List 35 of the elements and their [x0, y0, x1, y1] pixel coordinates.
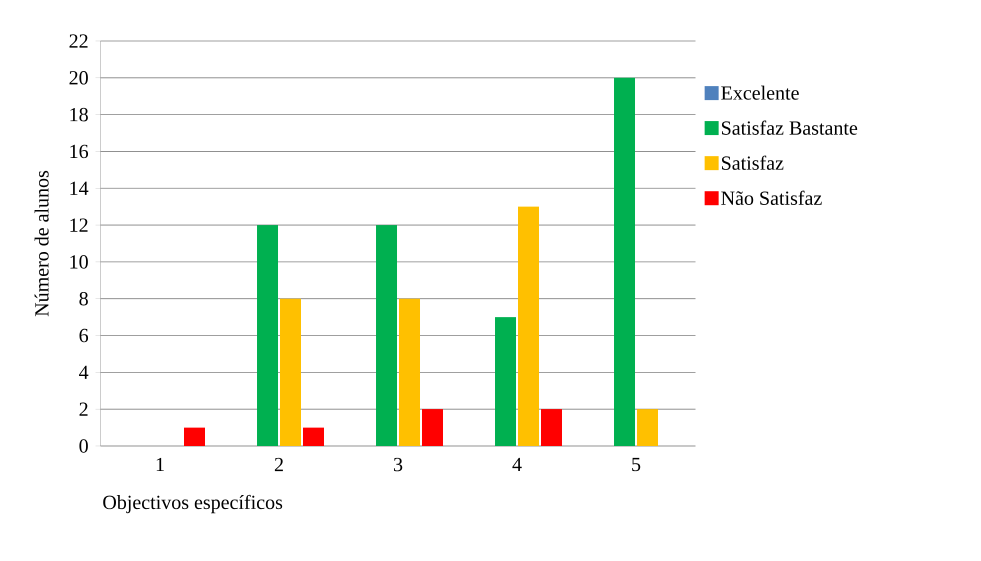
legend-label: Satisfaz Bastante — [722, 120, 858, 135]
x-tick-label: 3 — [394, 458, 402, 472]
bar — [280, 298, 302, 446]
bar — [303, 428, 324, 446]
bar — [518, 206, 540, 446]
y-tick-label: 0 — [79, 439, 88, 453]
x-tick-label: 2 — [274, 458, 283, 472]
y-tick-label: 22 — [70, 34, 88, 48]
bar — [399, 298, 420, 446]
legend-label: Excelente — [721, 86, 799, 100]
y-tick-label: 18 — [70, 108, 88, 122]
y-tick-label: 2 — [80, 402, 88, 416]
y-tick-label: 8 — [79, 292, 88, 306]
legend-label: Satisfaz — [722, 156, 784, 170]
x-tick-label: 5 — [632, 458, 640, 472]
y-tick-label: 4 — [79, 366, 88, 379]
bar — [257, 225, 278, 446]
x-tick-label: 4 — [512, 458, 522, 472]
x-tick-label: 1 — [156, 458, 164, 472]
bar — [422, 409, 443, 446]
legend-label: Não Satisfaz — [721, 190, 822, 205]
y-tick-label: 10 — [70, 255, 88, 269]
bar — [614, 78, 636, 446]
y-tick-label: 20 — [70, 71, 88, 85]
y-tick-label: 6 — [80, 328, 88, 342]
bar — [376, 225, 398, 446]
y-tick-label: 14 — [70, 182, 88, 195]
y-axis-title: Número de alunos — [34, 170, 49, 316]
y-tick-label: 12 — [70, 218, 88, 232]
y-tick-label: 16 — [70, 144, 88, 158]
bar — [495, 317, 516, 446]
x-axis-title: Objectivos específicos — [103, 494, 282, 514]
bar — [637, 409, 658, 446]
bar — [540, 409, 562, 446]
bar — [184, 428, 205, 446]
